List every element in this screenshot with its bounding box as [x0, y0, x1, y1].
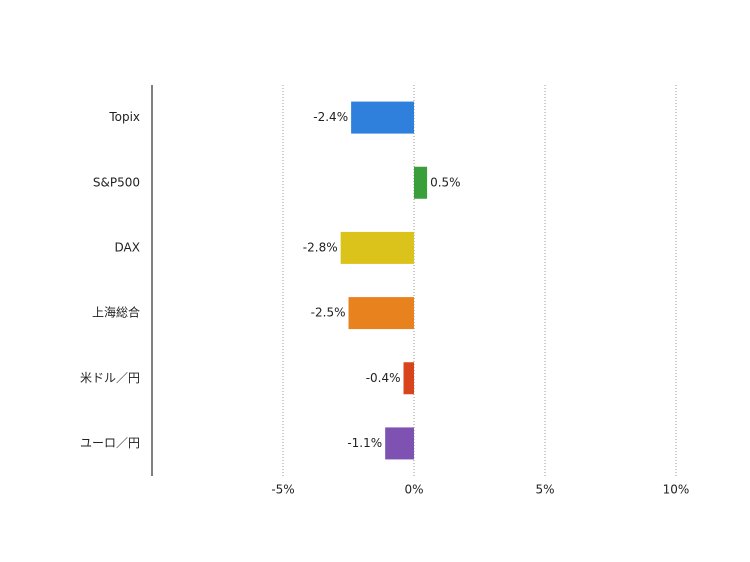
- value-label: -1.1%: [347, 436, 382, 450]
- value-label: 0.5%: [430, 175, 461, 189]
- bar: [414, 166, 428, 199]
- bar: [348, 297, 414, 330]
- x-tick-label: 10%: [663, 483, 690, 497]
- x-tick-label: 0%: [404, 483, 423, 497]
- bar: [403, 362, 414, 395]
- y-tick-label: 米ドル／円: [80, 371, 140, 385]
- x-tick-label: 5%: [535, 483, 554, 497]
- x-tick-label: -5%: [271, 483, 294, 497]
- y-tick-label: ユーロ／円: [80, 436, 140, 450]
- y-tick-label: 上海総合: [92, 305, 140, 320]
- bar: [385, 427, 414, 460]
- y-tick-label: Topix: [108, 110, 140, 124]
- bar: [340, 231, 414, 264]
- y-tick-label: DAX: [115, 240, 140, 254]
- value-label: -2.8%: [303, 240, 338, 254]
- value-label: -0.4%: [366, 371, 401, 385]
- y-tick-label: S&P500: [93, 175, 140, 189]
- value-label: -2.5%: [311, 306, 346, 320]
- bar: [351, 101, 414, 134]
- value-label: -2.4%: [313, 110, 348, 124]
